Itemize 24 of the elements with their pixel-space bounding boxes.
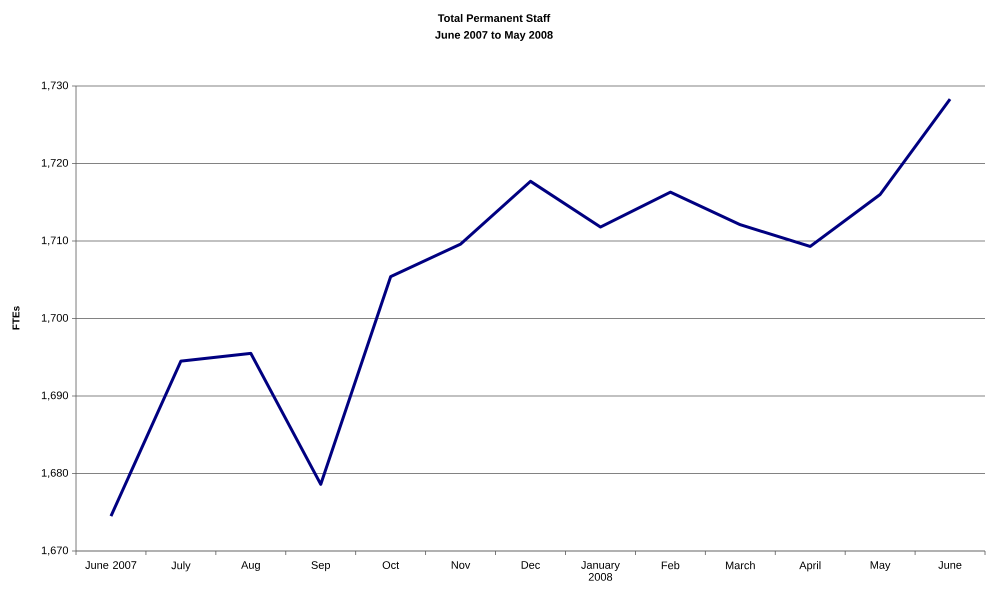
x-tick-label: June 2007 <box>85 561 136 569</box>
y-axis-title: FTEs <box>12 306 20 330</box>
x-tick-label: April <box>799 561 820 572</box>
x-tick-label: Sep <box>311 561 330 572</box>
x-tick-label: January 2008 <box>581 561 620 581</box>
x-tick-label: Dec <box>522 561 540 569</box>
x-tick-label: Nov <box>452 561 470 569</box>
x-tick-label: June <box>938 561 962 569</box>
chart-title: Total Permanent Staff <box>438 14 550 22</box>
y-tick-label: 1,710 <box>42 236 68 246</box>
y-tick-label: 1,700 <box>42 314 68 324</box>
y-tick-label: 1,690 <box>42 391 68 401</box>
x-tick-label: July <box>171 561 191 572</box>
x-tick-label: Oct <box>382 561 400 569</box>
x-tick-label: Feb <box>662 561 680 570</box>
y-tick-label: 1,680 <box>42 468 68 478</box>
x-tick-label: Aug <box>241 561 260 571</box>
y-tick-label: 1,670 <box>42 546 68 556</box>
x-tick-label: May <box>870 561 890 571</box>
y-tick-label: 1,720 <box>42 158 68 168</box>
chart-subtitle: June 2007 to May 2008 <box>435 31 553 41</box>
y-tick-label: 1,730 <box>42 81 68 91</box>
line-series <box>109 98 952 518</box>
x-tick-label: March <box>726 561 755 570</box>
